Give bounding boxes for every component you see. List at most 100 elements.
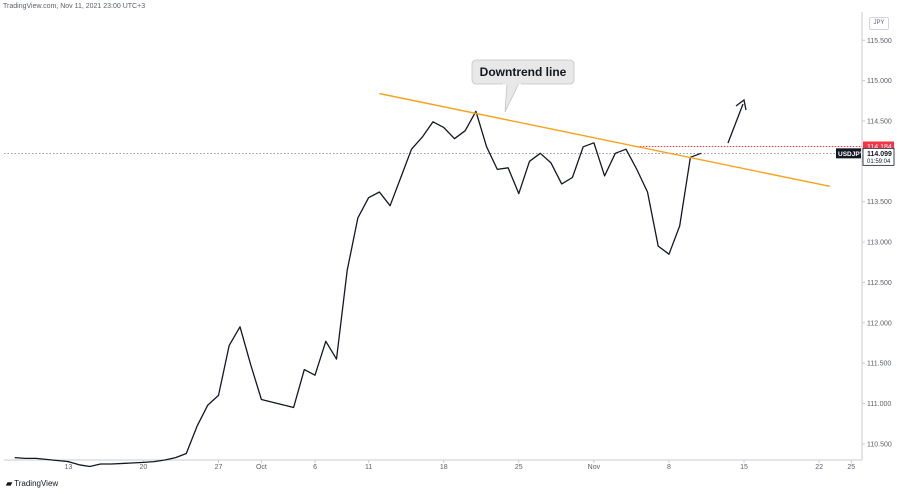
price-point [411, 149, 412, 150]
price-point [454, 138, 455, 139]
x-tick-label: Oct [256, 464, 267, 471]
tradingview-logo: ▰ TradingView [6, 479, 58, 488]
y-tick-label: 115.500 [867, 38, 892, 45]
bar-countdown-label: 01:59:04 [867, 159, 891, 165]
y-tick-label: 114.500 [867, 118, 892, 125]
breakout-arrow-icon [727, 103, 744, 144]
price-point [497, 169, 498, 170]
x-tick-label: 27 [215, 464, 223, 471]
price-point [89, 466, 90, 467]
price-point [636, 169, 637, 170]
current-price-tag [862, 147, 895, 166]
price-point [368, 197, 369, 198]
price-point [379, 191, 380, 192]
price-point [647, 191, 648, 192]
x-tick-label: 15 [740, 464, 748, 471]
price-point [261, 399, 262, 400]
price-point [36, 458, 37, 459]
price-point [250, 364, 251, 365]
annotation-pointer-joint [503, 81, 521, 85]
price-point [164, 459, 165, 460]
price-point [422, 137, 423, 138]
price-point [615, 153, 616, 154]
symbol-tag [836, 148, 861, 159]
price-point [154, 461, 155, 462]
x-tick-label: 20 [140, 464, 148, 471]
price-series-line[interactable] [14, 110, 702, 468]
price-point [229, 345, 230, 346]
x-tick-label: 11 [365, 464, 372, 471]
annotation-text: Downtrend line [480, 65, 567, 79]
price-point [239, 326, 240, 327]
price-point [314, 375, 315, 376]
price-point [432, 121, 433, 122]
price-point [175, 457, 176, 458]
y-tick-label: 110.500 [867, 441, 892, 448]
breakout-arrowhead-icon [735, 98, 747, 111]
annotation-pointer [504, 82, 520, 113]
y-tick-label: 115.000 [867, 78, 892, 85]
x-tick-label: 13 [64, 464, 72, 471]
price-point [400, 177, 401, 178]
price-point [550, 162, 551, 163]
price-point [357, 217, 358, 218]
x-tick-label: 25 [847, 464, 855, 471]
currency-selector[interactable]: JPY [869, 17, 889, 30]
price-point [443, 127, 444, 128]
price-point [593, 142, 594, 143]
tradingview-logo-icon: ▰ [6, 479, 13, 488]
price-point [218, 395, 219, 396]
price-point [79, 464, 80, 465]
price-point [293, 407, 294, 408]
price-point [111, 463, 112, 464]
symbol-label: USDJPY [838, 151, 865, 158]
price-point [518, 193, 519, 194]
price-point [14, 457, 15, 458]
price-point [625, 149, 626, 150]
price-point [347, 270, 348, 271]
current-price-label: 114.099 [867, 151, 892, 158]
x-tick-label: 22 [815, 464, 823, 471]
x-tick-label: 8 [667, 464, 671, 471]
price-point [475, 111, 476, 112]
price-point [390, 205, 391, 206]
x-tick-label: 18 [440, 464, 448, 471]
chart-source-header: TradingView.com, Nov 11, 2021 23:00 UTC+… [3, 3, 146, 10]
price-point [658, 246, 659, 247]
price-point [143, 462, 144, 463]
tradingview-logo-text: TradingView [14, 479, 59, 488]
price-point [668, 254, 669, 255]
price-point [100, 463, 101, 464]
resistance-price-tag [863, 141, 894, 152]
y-tick-label: 113.500 [867, 199, 892, 206]
price-point [561, 183, 562, 184]
price-point [604, 175, 605, 176]
price-point [540, 153, 541, 154]
y-tick-label: 112.500 [867, 280, 892, 287]
resistance-price-label: 114.184 [867, 144, 892, 151]
x-tick-label: 25 [515, 464, 523, 471]
price-point [25, 458, 26, 459]
annotation-bubble[interactable] [471, 59, 575, 85]
price-point [336, 359, 337, 360]
price-point [207, 405, 208, 406]
y-tick-label: 113.000 [867, 240, 892, 247]
price-point [325, 341, 326, 342]
price-point [465, 130, 466, 131]
price-point [197, 426, 198, 427]
price-point [304, 369, 305, 370]
downtrend-line[interactable] [379, 92, 830, 188]
price-point [68, 461, 69, 462]
price-point [186, 453, 187, 454]
y-tick-label: 111.500 [867, 361, 891, 368]
price-point [508, 167, 509, 168]
y-tick-label: 112.000 [867, 320, 892, 327]
price-point [701, 153, 702, 154]
y-tick-label: 111.000 [867, 401, 891, 408]
x-tick-label: 6 [313, 464, 317, 471]
price-point [679, 225, 680, 226]
x-tick-label: Nov [588, 464, 601, 471]
price-point [572, 177, 573, 178]
price-point [529, 161, 530, 162]
